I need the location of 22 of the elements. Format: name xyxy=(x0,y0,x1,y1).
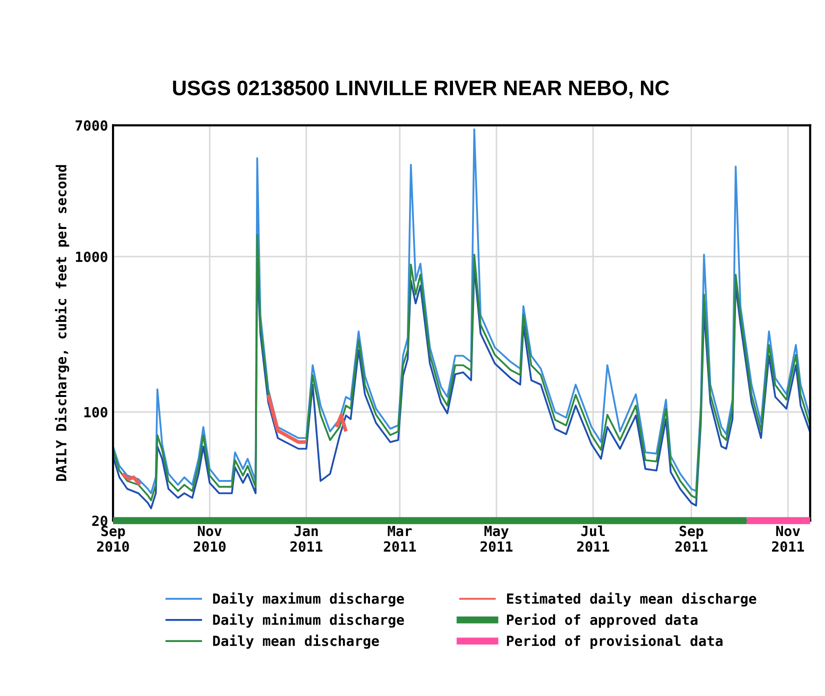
x-tick-label: May 2011 xyxy=(480,526,513,552)
legend-label: Period of approved data xyxy=(507,614,698,628)
legend-label: Daily mean discharge xyxy=(213,634,379,649)
x-tick-label: Jan 2011 xyxy=(290,526,322,552)
legend-label: Period of provisional data xyxy=(507,634,722,649)
x-tick-label: Nov 2011 xyxy=(772,526,804,552)
y-tick-label: 20 xyxy=(92,516,108,526)
legend-label: Daily minimum discharge xyxy=(213,614,404,628)
x-tick-label: Jul 2011 xyxy=(577,525,610,552)
x-tick-label: Sep 2010 xyxy=(97,526,129,552)
chart-title: USGS 02138500 LINVILLE RIVER NEAR NEBO, NC xyxy=(173,80,670,98)
line-series xyxy=(120,472,142,487)
line-series xyxy=(113,128,810,494)
x-tick-label: Nov 2010 xyxy=(194,526,226,552)
y-tick-label: 100 xyxy=(84,406,108,418)
y-axis-title: DAILY Discharge, cubic feet per second xyxy=(54,165,70,481)
x-tick-label: Sep 2011 xyxy=(675,526,708,552)
legend-label: Daily maximum discharge xyxy=(213,592,404,607)
x-tick-label: Mar 2011 xyxy=(384,526,416,552)
y-tick-label: 1000 xyxy=(76,252,108,262)
y-tick-label: 7000 xyxy=(76,120,108,131)
legend-label: Estimated daily mean discharge xyxy=(507,592,756,607)
